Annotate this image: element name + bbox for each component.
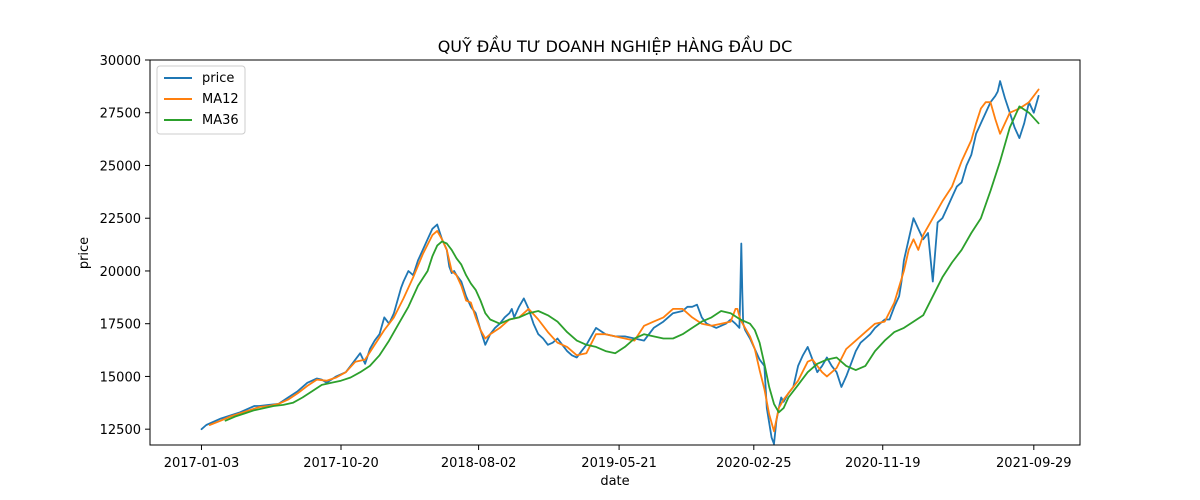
- plot-area: [150, 60, 1080, 445]
- legend-label-price: price: [202, 71, 234, 86]
- y-tick-label: 15000: [100, 370, 141, 385]
- legend: price MA12 MA36: [157, 66, 245, 134]
- x-tick-label: 2020-11-19: [845, 456, 921, 471]
- y-tick-label: 22500: [100, 212, 141, 227]
- y-tick-label: 25000: [100, 159, 141, 174]
- y-tick-label: 30000: [100, 54, 141, 69]
- chart-title: QUỸ ĐẦU TƯ DOANH NGHIỆP HÀNG ĐẦU DC: [438, 35, 793, 56]
- y-tick-label: 12500: [100, 423, 141, 438]
- x-axis-label: date: [600, 474, 629, 489]
- x-tick-label: 2020-02-25: [716, 456, 792, 471]
- x-tick-label: 2021-09-29: [996, 456, 1072, 471]
- x-tick-label: 2019-05-21: [581, 456, 657, 471]
- x-tick-label: 2018-08-02: [441, 456, 517, 471]
- legend-label-ma36: MA36: [202, 113, 239, 128]
- y-tick-label: 17500: [100, 318, 141, 333]
- y-tick-label: 20000: [100, 265, 141, 280]
- x-tick-label: 2017-01-03: [164, 456, 240, 471]
- legend-label-ma12: MA12: [202, 92, 239, 107]
- y-axis-label: price: [77, 237, 92, 269]
- y-tick-label: 27500: [100, 107, 141, 122]
- x-tick-label: 2017-10-20: [303, 456, 379, 471]
